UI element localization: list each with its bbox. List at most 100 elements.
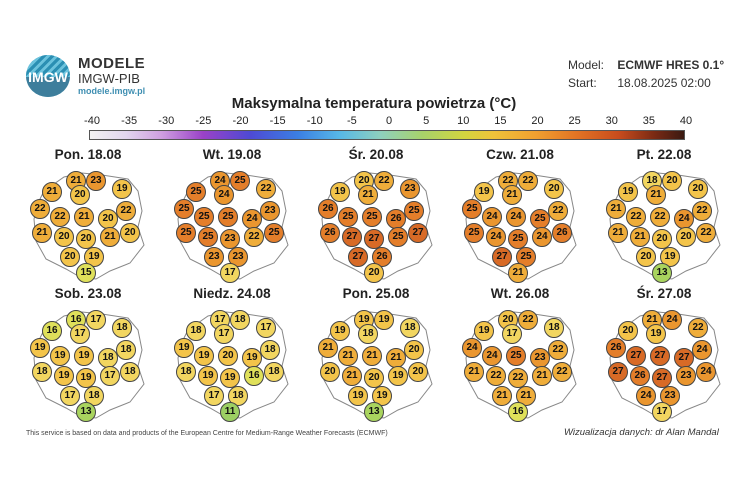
start-label: Start: — [568, 76, 597, 90]
station-temp: 19 — [194, 346, 214, 366]
start-info: Start: 18.08.2025 02:00 — [568, 76, 711, 90]
station-temp: 27 — [348, 247, 368, 267]
station-temp: 27 — [608, 362, 628, 382]
station-temp: 17 — [60, 386, 80, 406]
station-temp: 27 — [492, 247, 512, 267]
station-temp: 20 — [364, 368, 384, 388]
forecast-panel: Śr. 20.08 20 22 19 21 23 26 25 25 26 25 26 27 27 25 27 2… — [312, 147, 440, 287]
forecast-panel: Śr. 27.08 21 24 20 19 22 26 27 27 27 24 27 26 27 23 24 2… — [600, 286, 728, 426]
station-temp: 26 — [386, 209, 406, 229]
poland-map: 20 22 19 21 23 26 25 25 26 25 26 27 27 25 27 27 26 20 — [318, 167, 434, 283]
station-temp: 18 — [116, 340, 136, 360]
station-temp: 25 — [462, 199, 482, 219]
station-temp: 19 — [474, 182, 494, 202]
station-temp: 20 — [676, 227, 696, 247]
forecast-panel: Wt. 19.08 24 25 25 24 22 25 25 25 24 23 25 25 23 22 25 2… — [168, 147, 296, 287]
station-temp: 20 — [652, 229, 672, 249]
poland-map: 22 22 19 21 20 25 24 24 25 22 25 24 25 24 26 27 25 21 — [462, 167, 578, 283]
station-temp: 18 — [230, 310, 250, 330]
station-temp: 22 — [30, 199, 50, 219]
day-label: Czw. 21.08 — [486, 147, 554, 162]
scale-label: 5 — [423, 115, 430, 127]
scale-label: 30 — [605, 115, 618, 127]
station-temp: 17 — [86, 310, 106, 330]
station-temp: 20 — [218, 346, 238, 366]
logo-title: MODELE — [78, 55, 146, 72]
poland-map: 24 25 25 24 22 25 25 25 24 23 25 25 23 22 25 23 23 17 — [174, 167, 290, 283]
poland-map: 17 18 18 17 17 19 19 20 19 18 18 19 19 16 18 17 18 11 — [174, 306, 290, 422]
station-temp: 20 — [618, 321, 638, 341]
station-temp: 19 — [372, 386, 392, 406]
station-temp: 17 — [652, 402, 672, 422]
station-temp: 24 — [692, 340, 712, 360]
forecast-panel: Pon. 18.08 21 23 21 20 19 22 22 21 20 22 21 20 20 21 20… — [24, 147, 152, 287]
station-temp: 25 — [174, 199, 194, 219]
station-temp: 18 — [120, 362, 140, 382]
station-temp: 19 — [30, 338, 50, 358]
station-temp: 19 — [618, 182, 638, 202]
station-temp: 20 — [688, 179, 708, 199]
model-value: ECMWF HRES 0.1° — [617, 58, 725, 72]
station-temp: 23 — [86, 171, 106, 191]
station-temp: 20 — [544, 179, 564, 199]
station-temp: 19 — [54, 366, 74, 386]
station-temp: 19 — [474, 321, 494, 341]
ecmwf-attribution: This service is based on data and produc… — [26, 430, 388, 437]
station-temp: 22 — [548, 340, 568, 360]
station-temp: 25 — [506, 346, 526, 366]
station-temp: 21 — [342, 366, 362, 386]
station-temp: 20 — [408, 362, 428, 382]
station-temp: 21 — [606, 199, 626, 219]
station-temp: 20 — [120, 223, 140, 243]
station-temp: 22 — [50, 207, 70, 227]
station-temp: 20 — [320, 362, 340, 382]
station-temp: 22 — [548, 201, 568, 221]
model-info: Model: ECMWF HRES 0.1° — [568, 58, 724, 72]
station-temp: 24 — [636, 386, 656, 406]
scale-label: -35 — [121, 115, 138, 127]
station-temp: 21 — [532, 366, 552, 386]
station-temp: 27 — [674, 348, 694, 368]
station-temp: 18 — [32, 362, 52, 382]
station-temp: 19 — [76, 368, 96, 388]
station-temp: 17 — [70, 324, 90, 344]
station-temp: 24 — [532, 227, 552, 247]
station-temp: 18 — [112, 318, 132, 338]
station-temp: 17 — [100, 366, 120, 386]
colorbar-scale: -40 -35 -30 -25 -20 -15 -10 -5 0 5 10 15 20 25 30 35 40 — [84, 115, 692, 129]
forecast-panel: Sob. 23.08 16 17 16 17 18 19 19 19 18 18 18 19 19 17 18… — [24, 286, 152, 426]
station-temp: 27 — [650, 346, 670, 366]
station-temp: 19 — [242, 348, 262, 368]
station-temp: 26 — [318, 199, 338, 219]
station-temp: 24 — [462, 338, 482, 358]
forecast-panel: Pt. 22.08 18 20 19 21 20 21 22 22 24 22 21 21 20 20 22 2… — [600, 147, 728, 287]
forecast-panel: Niedz. 24.08 17 18 18 17 17 19 19 20 19 18 18 19 19 16… — [168, 286, 296, 426]
station-temp: 25 — [198, 227, 218, 247]
day-label: Śr. 20.08 — [348, 147, 404, 162]
station-temp: 25 — [530, 209, 550, 229]
station-temp: 25 — [218, 207, 238, 227]
station-temp: 20 — [60, 247, 80, 267]
station-temp: 23 — [260, 201, 280, 221]
scale-label: 25 — [568, 115, 581, 127]
station-temp: 20 — [70, 185, 90, 205]
station-temp: 20 — [404, 340, 424, 360]
station-temp: 24 — [242, 209, 262, 229]
station-temp: 22 — [256, 179, 276, 199]
station-temp: 15 — [76, 263, 96, 283]
scale-label: -20 — [232, 115, 249, 127]
logo-url[interactable]: modele.imgw.pl — [78, 86, 146, 96]
poland-map: 21 23 21 20 19 22 22 21 20 22 21 20 20 21 20 20 19 15 — [30, 167, 146, 283]
station-temp: 25 — [176, 223, 196, 243]
station-temp: 13 — [364, 402, 384, 422]
station-temp: 24 — [482, 346, 502, 366]
station-temp: 20 — [76, 229, 96, 249]
station-temp: 25 — [388, 227, 408, 247]
scale-label: 40 — [679, 115, 693, 127]
poland-map: 21 24 20 19 22 26 27 27 27 24 27 26 27 23 24 24 23 17 — [606, 306, 722, 422]
scale-label: -5 — [346, 115, 357, 127]
station-temp: 19 — [374, 310, 394, 330]
station-temp: 25 — [404, 201, 424, 221]
station-temp: 24 — [696, 362, 716, 382]
poland-map: 19 19 19 18 18 21 21 21 21 20 20 21 20 19 20 19 19 13 — [318, 306, 434, 422]
